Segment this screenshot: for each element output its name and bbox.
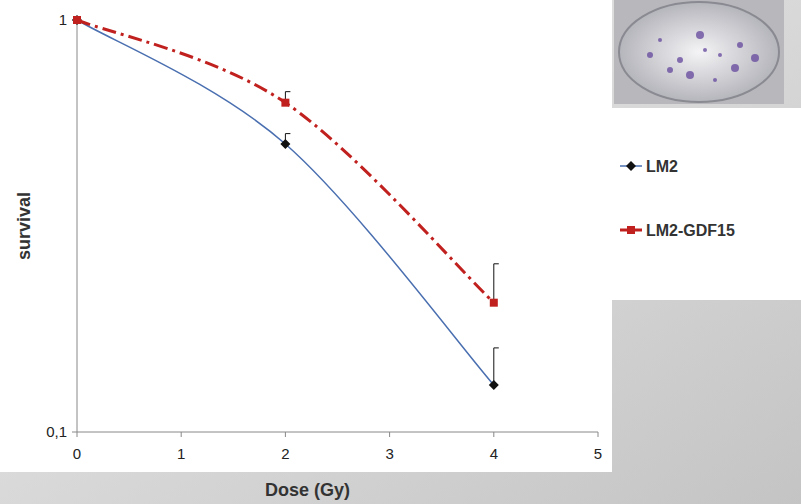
legend-marker <box>627 226 635 234</box>
x-tick-label: 1 <box>177 445 185 462</box>
data-point <box>489 380 499 390</box>
legend-label: LM2-GDF15 <box>646 222 735 239</box>
data-point <box>490 299 498 307</box>
data-point <box>73 16 81 24</box>
x-tick-label: 5 <box>594 445 602 462</box>
x-tick-label: 2 <box>281 445 289 462</box>
error-bar <box>494 348 499 385</box>
data-point <box>72 15 82 25</box>
x-tick-label: 4 <box>490 445 498 462</box>
x-axis <box>77 432 598 433</box>
legend-label: LM2 <box>646 158 678 175</box>
y-tick-label: 0,1 <box>46 423 67 440</box>
x-tick <box>598 432 599 437</box>
x-tick <box>181 432 182 437</box>
y-axis-title: survival <box>14 192 34 260</box>
legend: LM2 LM2-GDF15 <box>612 108 801 300</box>
legend-marker <box>626 161 636 171</box>
data-point <box>280 139 290 149</box>
background <box>0 0 801 504</box>
data-point <box>281 99 289 107</box>
x-axis-title: Dose (Gy) <box>265 480 350 500</box>
x-tick-label: 3 <box>385 445 393 462</box>
x-tick <box>77 432 78 437</box>
plot-area <box>72 15 499 390</box>
error-bar <box>494 264 499 303</box>
y-tick <box>72 432 77 433</box>
series-line <box>77 20 494 303</box>
x-tick <box>285 432 286 437</box>
y-tick-label: 1 <box>59 11 67 28</box>
x-tick <box>493 432 494 437</box>
plot-background <box>0 0 612 472</box>
x-tick <box>389 432 390 437</box>
series-line <box>77 20 494 385</box>
dish-photo <box>614 0 784 104</box>
y-axis <box>77 20 78 432</box>
x-tick-label: 0 <box>73 445 81 462</box>
chart: 0 1 2 3 4 5 0,1 1 Dose (Gy) survival LM2 LM2-GDF15 <box>0 0 801 504</box>
